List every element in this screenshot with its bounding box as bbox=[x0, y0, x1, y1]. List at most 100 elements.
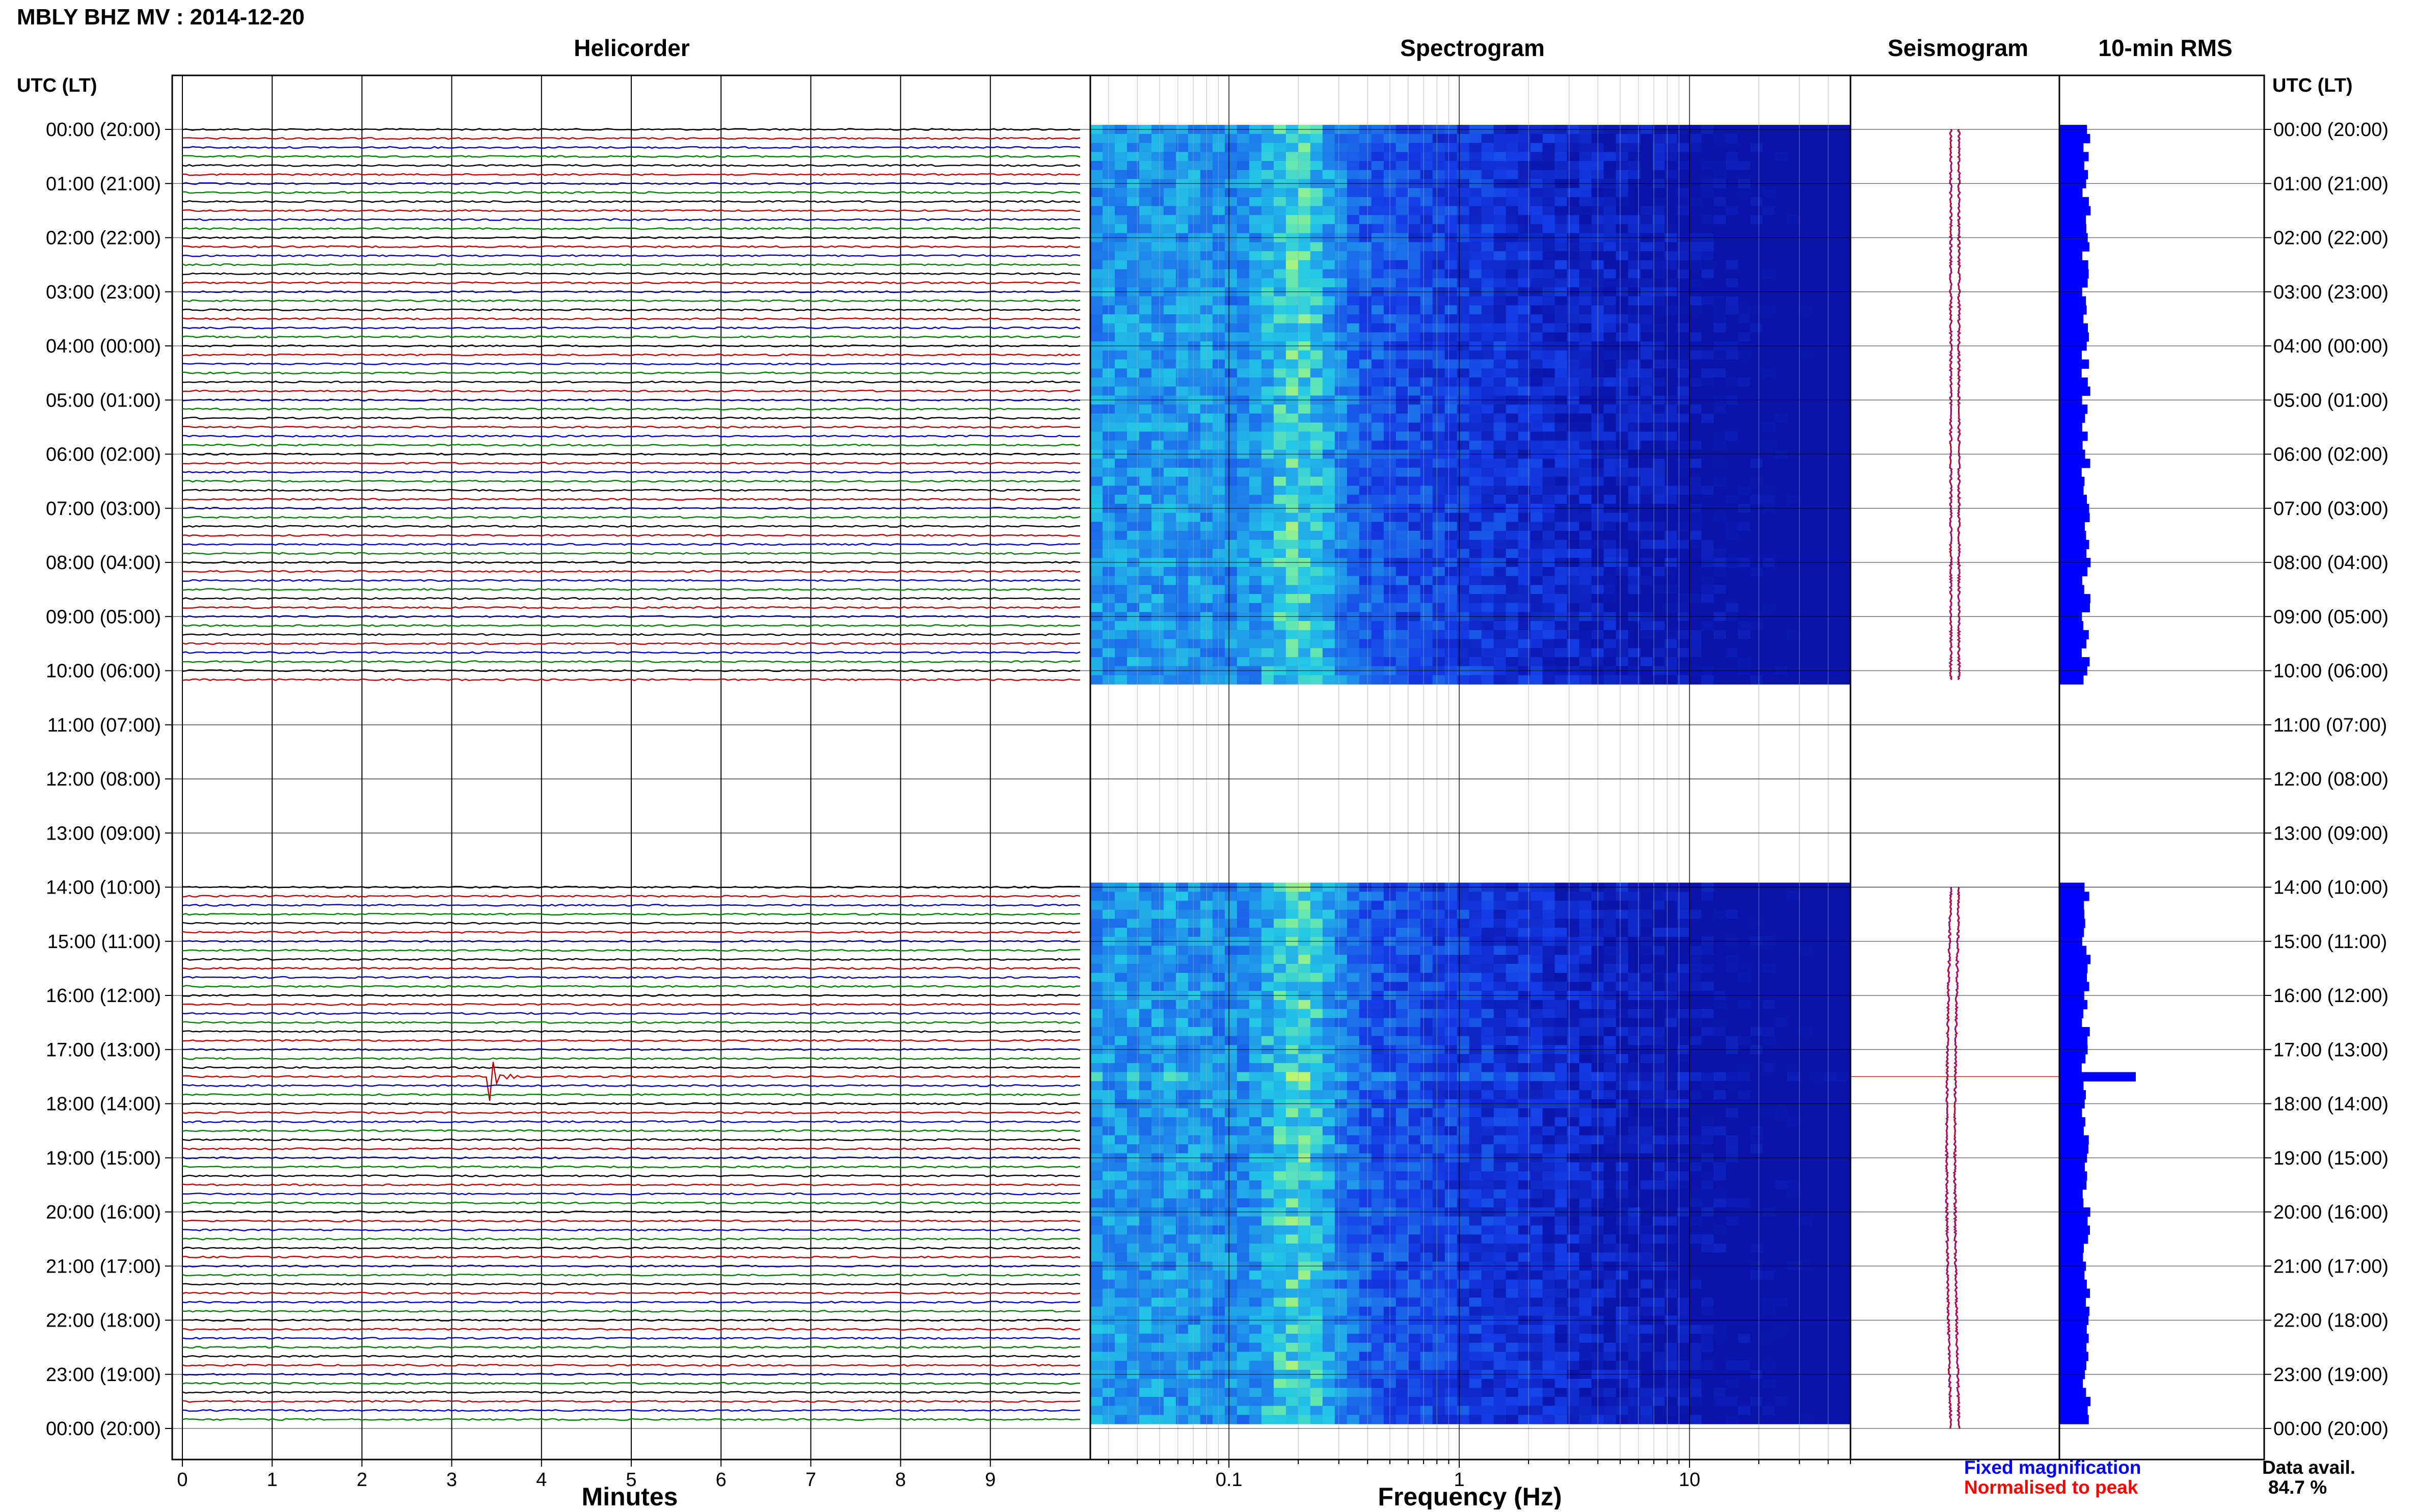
spectrogram-cell bbox=[1310, 314, 1323, 323]
spectrogram-cell bbox=[1408, 973, 1421, 982]
spectrogram-cell bbox=[1469, 143, 1482, 152]
spectrogram-cell bbox=[1274, 197, 1286, 206]
panel-title-spectrogram: Spectrogram bbox=[1400, 35, 1545, 61]
spectrogram-cell bbox=[1763, 404, 1776, 414]
spectrogram-cell bbox=[1274, 486, 1286, 495]
spectrogram-cell bbox=[1249, 531, 1262, 540]
spectrogram-cell bbox=[1139, 314, 1152, 323]
spectrogram-cell bbox=[1714, 242, 1727, 251]
spectrogram-cell bbox=[1775, 441, 1788, 450]
spectrogram-cell bbox=[1665, 621, 1678, 630]
spectrogram-cell bbox=[1616, 657, 1629, 666]
spectrogram-cell bbox=[1641, 603, 1653, 612]
spectrogram-cell bbox=[1213, 242, 1225, 251]
spectrogram-cell bbox=[1469, 567, 1482, 576]
spectrogram-cell bbox=[1726, 251, 1739, 260]
spectrogram-cell bbox=[1641, 242, 1653, 251]
spectrogram-cell bbox=[1579, 982, 1592, 991]
spectrogram-cell bbox=[1445, 630, 1458, 639]
spectrogram-cell bbox=[1262, 314, 1274, 323]
spectrogram-cell bbox=[1225, 513, 1238, 522]
spectrogram-cell bbox=[1604, 387, 1617, 396]
spectrogram-cell bbox=[1811, 621, 1824, 630]
spectrogram-cell bbox=[1262, 973, 1274, 982]
spectrogram-cell bbox=[1359, 973, 1372, 982]
spectrogram-cell bbox=[1298, 468, 1311, 477]
spectrogram-cell bbox=[1689, 603, 1702, 612]
spectrogram-cell bbox=[1347, 197, 1360, 206]
spectrogram-cell bbox=[1433, 323, 1445, 333]
spectrogram-cell bbox=[1763, 1000, 1776, 1009]
spectrogram-cell bbox=[1531, 242, 1543, 251]
spectrogram-cell bbox=[1347, 982, 1360, 991]
spectrogram-cell bbox=[1689, 305, 1702, 314]
spectrogram-cell bbox=[1787, 278, 1800, 287]
spectrogram-cell bbox=[1213, 946, 1225, 955]
spectrogram-cell bbox=[1408, 134, 1421, 143]
spectrogram-cell bbox=[1628, 594, 1641, 603]
spectrogram-cell bbox=[1433, 630, 1445, 639]
spectrogram-cell bbox=[1482, 540, 1494, 549]
spectrogram-cell bbox=[1653, 170, 1666, 179]
spectrogram-cell bbox=[1579, 585, 1592, 594]
spectrogram-cell bbox=[1531, 901, 1543, 910]
spectrogram-cell bbox=[1543, 531, 1555, 540]
spectrogram-cell bbox=[1787, 431, 1800, 441]
spectrogram-cell bbox=[1714, 458, 1727, 468]
spectrogram-cell bbox=[1139, 188, 1152, 197]
spectrogram-cell bbox=[1408, 621, 1421, 630]
spectrogram-cell bbox=[1751, 441, 1763, 450]
spectrogram-cell bbox=[1372, 414, 1384, 423]
spectrogram-cell bbox=[1249, 278, 1262, 287]
spectrogram-cell bbox=[1225, 468, 1238, 477]
spectrogram-cell bbox=[1579, 540, 1592, 549]
spectrogram-cell bbox=[1323, 928, 1335, 937]
spectrogram-cell bbox=[1726, 621, 1739, 630]
spectrogram-cell bbox=[1298, 901, 1311, 910]
spectrogram-cell bbox=[1763, 188, 1776, 197]
spectrogram-cell bbox=[1262, 639, 1274, 649]
spectrogram-cell bbox=[1469, 206, 1482, 215]
spectrogram-cell bbox=[1653, 540, 1666, 549]
spectrogram-cell bbox=[1628, 314, 1641, 323]
spectrogram-cell bbox=[1335, 630, 1348, 639]
spectrogram-cell bbox=[1628, 910, 1641, 919]
spectrogram-cell bbox=[1225, 910, 1238, 919]
spectrogram-cell bbox=[1213, 1009, 1225, 1018]
spectrogram-cell bbox=[1188, 170, 1201, 179]
spectrogram-cell bbox=[1787, 648, 1800, 657]
spectrogram-cell bbox=[1482, 278, 1494, 287]
spectrogram-cell bbox=[1469, 414, 1482, 423]
spectrogram-cell bbox=[1494, 161, 1507, 170]
spectrogram-cell bbox=[1628, 621, 1641, 630]
spectrogram-cell bbox=[1531, 278, 1543, 287]
spectrogram-cell bbox=[1445, 332, 1458, 341]
spectrogram-cell bbox=[1433, 170, 1445, 179]
spectrogram-cell bbox=[1298, 639, 1311, 649]
spectrogram-cell bbox=[1738, 368, 1751, 377]
spectrogram-cell bbox=[1408, 585, 1421, 594]
spectrogram-cell bbox=[1616, 134, 1629, 143]
spectrogram-cell bbox=[1543, 152, 1555, 161]
spectrogram-cell bbox=[1799, 170, 1812, 179]
spectrogram-cell bbox=[1751, 296, 1763, 306]
spectrogram-cell bbox=[1738, 431, 1751, 441]
spectrogram-cell bbox=[1164, 161, 1176, 170]
spectrogram-cell bbox=[1090, 134, 1103, 143]
spectrogram-cell bbox=[1836, 513, 1848, 522]
spectrogram-cell bbox=[1433, 648, 1445, 657]
spectrogram-cell bbox=[1555, 152, 1568, 161]
spectrogram-cell bbox=[1738, 567, 1751, 576]
spectrogram-cell bbox=[1433, 531, 1445, 540]
spectrogram-cell bbox=[1359, 540, 1372, 549]
spectrogram-cell bbox=[1213, 323, 1225, 333]
spectrogram-cell bbox=[1763, 323, 1776, 333]
spectrogram-cell bbox=[1714, 495, 1727, 504]
spectrogram-cell bbox=[1164, 143, 1176, 152]
spectrogram-cell bbox=[1799, 513, 1812, 522]
spectrogram-cell bbox=[1763, 305, 1776, 314]
spectrogram-cell bbox=[1408, 152, 1421, 161]
spectrogram-cell bbox=[1555, 648, 1568, 657]
spectrogram-cell bbox=[1751, 152, 1763, 161]
spectrogram-cell bbox=[1531, 458, 1543, 468]
